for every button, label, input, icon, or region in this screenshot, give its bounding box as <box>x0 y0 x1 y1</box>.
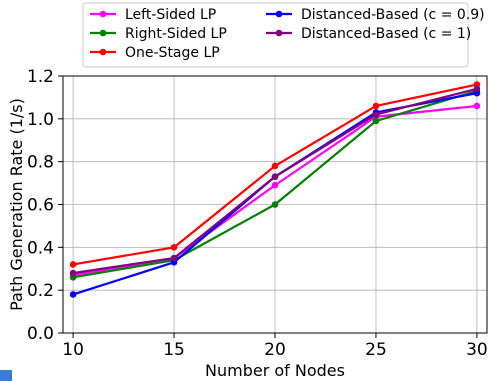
legend-label: Distanced-Based (c = 1) <box>301 26 471 42</box>
series-layer <box>69 81 481 298</box>
data-point <box>69 261 77 268</box>
x-axis-label: Number of Nodes <box>205 361 345 380</box>
legend-marker <box>275 29 283 37</box>
series-5 <box>69 85 481 277</box>
y-tick-label: 0.8 <box>27 153 54 173</box>
data-point <box>69 269 77 277</box>
y-tick-label: 0.0 <box>27 324 54 344</box>
data-point <box>473 85 481 93</box>
ticks: 10 15 20 25 30 0.0 0.2 0.4 0.6 0.8 1.0 1.2 <box>27 67 488 360</box>
y-tick-label: 0.6 <box>27 196 54 216</box>
series-3 <box>69 81 481 268</box>
data-point <box>170 244 178 251</box>
caption-mark <box>0 370 12 381</box>
caption-fragment <box>0 370 12 381</box>
legend-label: Left-Sided LP <box>125 7 216 23</box>
legend: Left-Sided LP Right-Sided LP One-Stage LP D… <box>82 2 485 68</box>
data-point <box>372 111 380 118</box>
y-tick-label: 0.4 <box>27 238 54 258</box>
legend-box <box>82 2 469 68</box>
data-point <box>271 181 279 189</box>
legend-marker <box>99 29 107 37</box>
data-point <box>372 102 380 110</box>
legend-marker <box>99 10 107 18</box>
legend-marker <box>99 48 107 56</box>
y-tick-label: 1.2 <box>27 67 54 87</box>
y-tick-label: 1.0 <box>27 110 54 130</box>
data-point <box>372 117 380 125</box>
data-point <box>271 162 279 170</box>
data-point <box>271 201 279 208</box>
legend-item: Distanced-Based (c = 1) <box>266 26 471 42</box>
legend-item: One-Stage LP <box>90 45 220 61</box>
data-point <box>170 254 178 262</box>
legend-label: One-Stage LP <box>125 45 220 61</box>
y-axis-label: Path Generation Rate (1/s) <box>7 98 26 311</box>
legend-item: Left-Sided LP <box>90 7 216 23</box>
x-tick-label: 30 <box>466 340 488 360</box>
data-point <box>69 291 77 298</box>
legend-item: Distanced-Based (c = 0.9) <box>266 7 485 23</box>
legend-label: Distanced-Based (c = 0.9) <box>301 7 485 23</box>
legend-label: Right-Sided LP <box>125 26 227 42</box>
x-tick-label: 25 <box>365 340 387 360</box>
y-tick-label: 0.2 <box>27 281 54 301</box>
data-point <box>473 102 481 110</box>
x-tick-label: 10 <box>62 340 84 360</box>
data-point <box>271 173 279 180</box>
legend-marker <box>275 10 283 18</box>
legend-item: Right-Sided LP <box>90 26 227 42</box>
x-tick-label: 20 <box>264 340 286 360</box>
x-tick-label: 15 <box>163 340 185 360</box>
